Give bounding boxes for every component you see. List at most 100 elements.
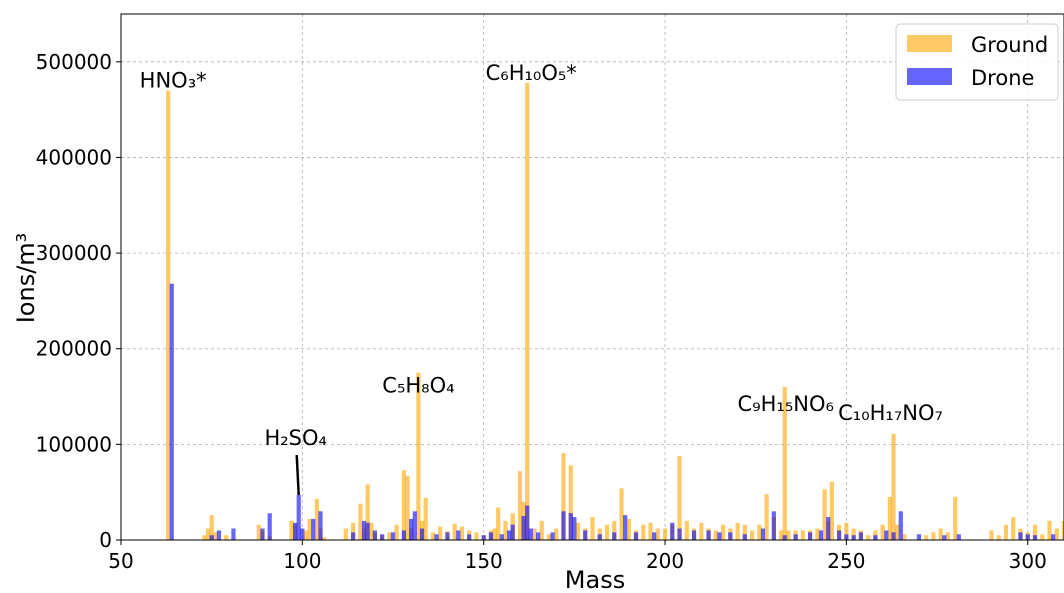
bar-ground [517,471,523,540]
bar-ground [612,520,617,540]
bar-drone [209,535,214,540]
bar-ground [546,534,552,540]
bar-ground [699,522,704,540]
bar-ground [202,535,207,540]
x-tick-label: 150 [465,549,503,573]
bar-ground [786,530,791,540]
bar-ground [303,530,309,540]
bar-ground [1003,524,1009,540]
bar-ground [619,488,624,540]
bar-ground [953,496,958,540]
bar-ground [209,515,214,540]
bar-ground [604,524,610,540]
bar-ground [314,498,319,540]
bar-ground [924,535,929,540]
bar-ground [351,522,356,540]
bar-drone [260,528,265,540]
bar-drone [535,532,541,540]
bar-ground [641,524,646,540]
annotation-pointer [295,454,300,496]
peak-annotation: C₆H₁₀O₅* [486,61,577,85]
bar-drone [858,532,863,540]
bar-ground [369,522,374,540]
peak-annotations: HNO₃* C₆H₁₀O₅* C₅H₈O₄ H₂SO₄ C₉H₁₅NO₆ C₁₀H₁₇NO… [140,61,943,496]
bar-ground [503,520,508,540]
bar-drone [456,530,461,540]
bar-ground [815,528,820,540]
bar-ground [782,386,787,540]
y-tick-label: 400000 [36,145,112,169]
bar-drone [390,532,396,540]
bar-ground [575,522,581,540]
bar-drone [633,532,639,540]
bar-drone [808,532,813,540]
bar-drone [499,534,504,540]
bar-drone [412,511,417,540]
bar-ground [684,520,689,540]
y-tick-label: 300000 [36,241,112,265]
bar-drone [409,518,414,540]
bar-drone [488,532,494,540]
bar-drone [296,495,301,540]
bar-drone [691,530,697,540]
bar-drone [597,534,602,540]
bar-drone [884,530,889,540]
bar-drone [623,515,628,540]
bar-drone [372,530,377,540]
bar-ground [677,455,682,540]
bar-ground [492,528,497,540]
bar-drone [525,505,530,540]
y-tick-label: 100000 [36,432,112,456]
bar-drone [365,522,370,540]
bar-ground [459,526,465,540]
bar-ground [895,524,900,540]
bar-ground [554,528,559,540]
bar-ground [800,530,805,540]
bar-ground [779,530,784,540]
bar-ground [757,524,762,540]
x-tick-label: 100 [283,549,321,573]
bar-drone [572,517,577,540]
legend-label-ground: Ground [971,33,1048,57]
x-axis-ticks: 50 100 150 200 250 300 [108,540,1047,573]
bar-drone [1018,532,1023,540]
bar-drone [742,534,747,540]
bar-drone [782,535,787,540]
bar-drone [818,530,824,540]
bar-ground [873,530,878,540]
bar-ground [938,528,943,540]
bar-drone [612,532,617,540]
bar-drone [380,534,385,540]
bar-ground [205,528,211,540]
bar-ground [166,90,171,540]
bar-drone [550,532,555,540]
bar-drone [1032,535,1038,540]
bar-ground [829,481,834,540]
bar-ground [735,522,740,540]
bar-ground [1047,520,1052,540]
bar-ground [322,537,327,540]
bar-ground [532,528,537,540]
bar-ground [401,470,406,540]
bar-ground [405,475,410,540]
bar-ground [474,532,479,540]
bar-ground [1061,520,1064,540]
peak-annotation: C₅H₈O₄ [382,374,454,398]
bar-ground [256,524,261,540]
bar-drone [318,511,323,540]
bars [166,82,1064,540]
bar-ground [358,503,363,540]
bar-drone [1025,534,1030,540]
bar-ground [851,528,856,540]
bar-ground [568,465,573,540]
bar-drone [837,530,842,540]
bar-ground [213,532,218,540]
y-tick-label: 500000 [36,50,112,74]
bar-drone [760,528,766,540]
bar-drone [561,511,566,540]
bar-ground [1040,534,1045,540]
bar-ground [307,518,312,540]
bar-ground [655,528,660,540]
peak-annotation: C₉H₁₅NO₆ [738,392,834,416]
